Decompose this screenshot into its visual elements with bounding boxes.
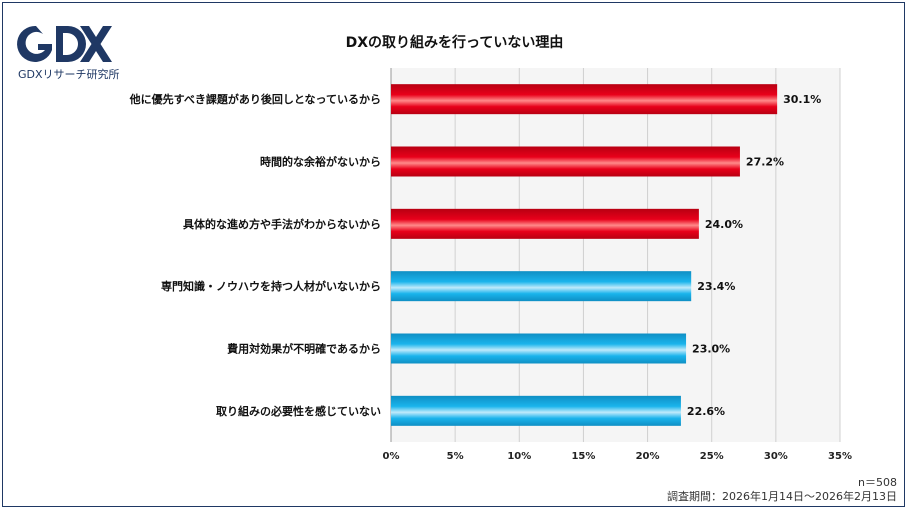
category-label: 費用対効果が不明確であるから <box>226 342 381 356</box>
category-label: 時間的な余裕がないから <box>260 155 381 169</box>
chart-title: DXの取り組みを行っていない理由 <box>345 35 564 51</box>
bar <box>391 271 692 302</box>
x-tick-label: 25% <box>700 451 724 462</box>
x-tick-label: 35% <box>828 451 852 462</box>
bar-chart: 0% 5% 10% 15% 20% 25% 30% 35% 他に優先すべき課題があり後回しとなっ… <box>129 68 852 462</box>
x-tick-label: 20% <box>636 451 660 462</box>
category-label: 具体的な進め方や手法がわからないから <box>183 217 381 231</box>
data-label: 23.4% <box>697 280 735 293</box>
category-label: 取り組みの必要性を感じていない <box>216 404 381 418</box>
category-label: 他に優先すべき課題があり後回しとなっているから <box>129 92 381 106</box>
data-label: 27.2% <box>746 156 784 169</box>
data-label: 23.0% <box>692 343 730 356</box>
bar <box>391 333 687 364</box>
plot-area <box>391 68 840 442</box>
gdx-logo <box>14 22 124 66</box>
sample-size: n＝508 <box>858 476 897 489</box>
x-tick-label: 15% <box>571 451 595 462</box>
x-tick-label: 30% <box>764 451 788 462</box>
gdx-logo-icon <box>17 25 112 62</box>
bar <box>391 395 681 426</box>
survey-period: 調査期間：2026年1月14日～2026年2月13日 <box>667 490 897 503</box>
data-label: 24.0% <box>705 218 743 231</box>
bar <box>391 146 740 177</box>
bar <box>391 84 778 115</box>
x-tick-label: 5% <box>447 451 464 462</box>
data-label: 30.1% <box>783 93 821 106</box>
x-tick-label: 0% <box>383 451 400 462</box>
category-label: 専門知識・ノウハウを持つ人材がいないから <box>161 279 381 293</box>
bar <box>391 208 699 239</box>
data-label: 22.6% <box>687 405 725 418</box>
logo-caption: GDXリサーチ研究所 <box>18 68 120 81</box>
x-tick-label: 10% <box>507 451 531 462</box>
